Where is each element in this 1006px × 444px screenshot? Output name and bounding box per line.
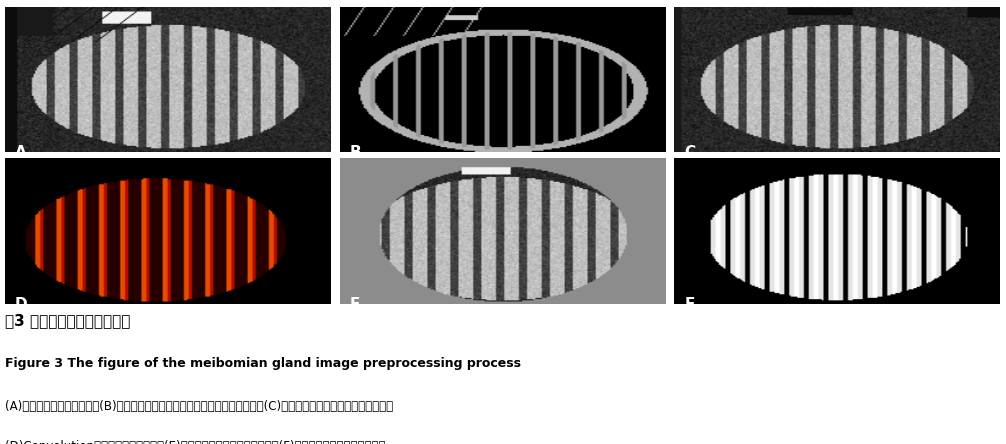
Text: D: D bbox=[15, 297, 27, 312]
Text: (D)Convolution与形态滤波的效果图；(E)去除边缘无效信息的效果原图；(F)为增强睑板腺形态的效果图。: (D)Convolution与形态滤波的效果图；(E)去除边缘无效信息的效果原图… bbox=[5, 440, 385, 444]
Text: (A)自动截取的睑板腺图像；(B)对眼睫毛和高亮反光点进行边缘检测的效果图；(C)去除眼睑毛和高亮反光点的效果图；: (A)自动截取的睑板腺图像；(B)对眼睫毛和高亮反光点进行边缘检测的效果图；(C… bbox=[5, 400, 393, 412]
Text: C: C bbox=[684, 145, 695, 160]
Text: Figure 3 The figure of the meibomian gland image preprocessing process: Figure 3 The figure of the meibomian gla… bbox=[5, 357, 521, 370]
Text: 图3 睑板腺图片预处理过程图: 图3 睑板腺图片预处理过程图 bbox=[5, 313, 131, 328]
Text: E: E bbox=[349, 297, 360, 312]
Text: B: B bbox=[349, 145, 361, 160]
Text: F: F bbox=[684, 297, 694, 312]
Text: A: A bbox=[15, 145, 26, 160]
